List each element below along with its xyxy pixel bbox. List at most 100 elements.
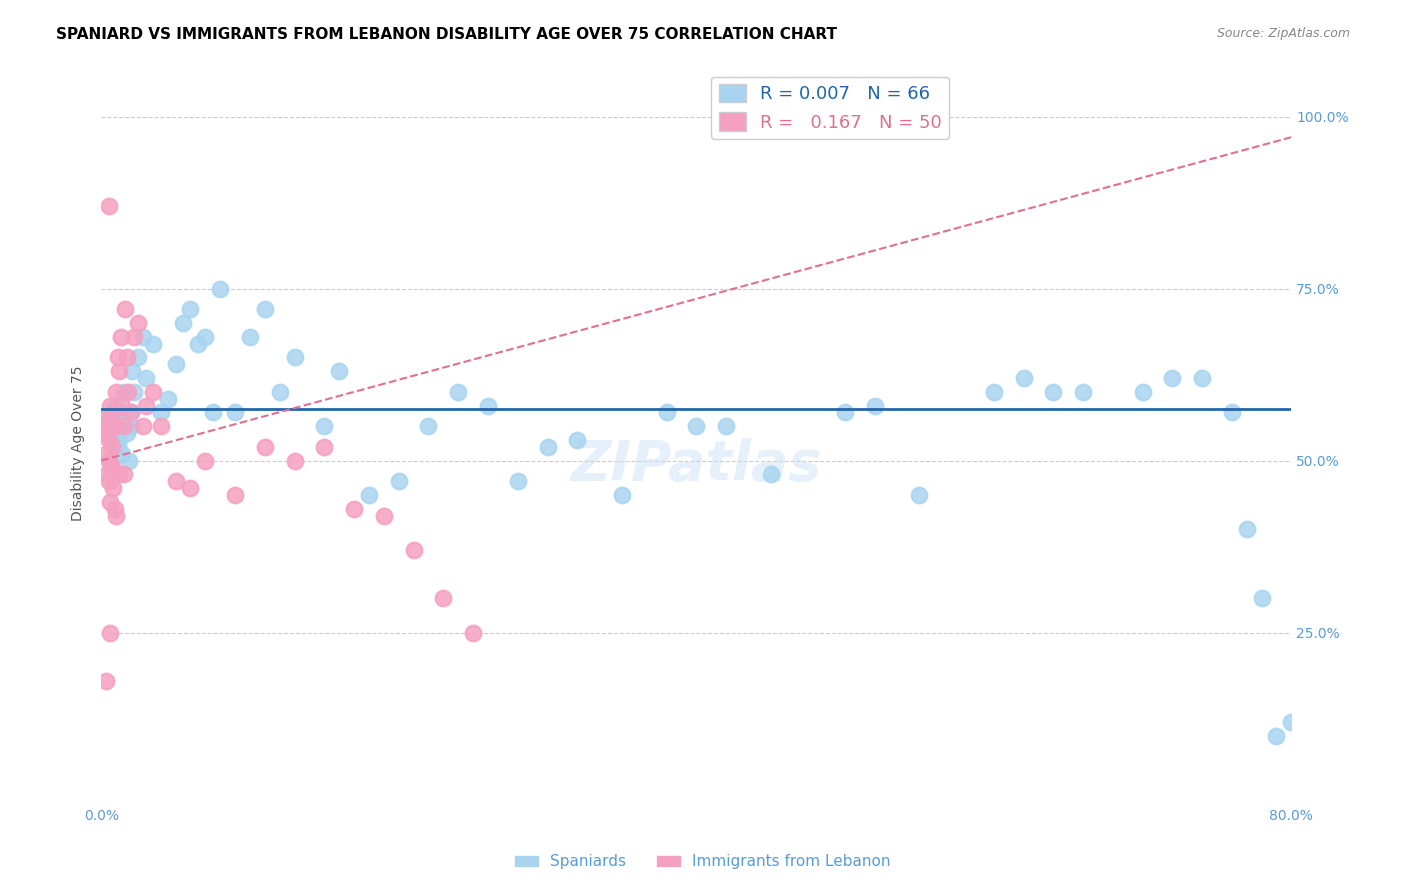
Point [112, 467, 135, 482]
Point [157, 392, 180, 406]
Point [111, 399, 134, 413]
Point [107, 440, 129, 454]
Point [165, 474, 187, 488]
Point [1236, 522, 1258, 536]
Point [187, 336, 209, 351]
Point [328, 364, 350, 378]
Point [108, 467, 131, 482]
Point [224, 488, 246, 502]
Legend: Spaniards, Immigrants from Lebanon: Spaniards, Immigrants from Lebanon [509, 848, 897, 875]
Point [284, 351, 307, 365]
Point [100, 440, 122, 454]
Point [1132, 384, 1154, 399]
Point [110, 330, 132, 344]
Point [105, 508, 128, 523]
Point [477, 399, 499, 413]
Point [127, 351, 149, 365]
Text: Source: ZipAtlas.com: Source: ZipAtlas.com [1216, 27, 1350, 40]
Point [149, 419, 172, 434]
Point [97, 453, 120, 467]
Point [314, 440, 336, 454]
Point [908, 488, 931, 502]
Point [685, 419, 707, 434]
Point [111, 447, 134, 461]
Point [97, 199, 120, 213]
Point [1265, 729, 1288, 743]
Point [432, 591, 454, 606]
Point [463, 625, 485, 640]
Point [759, 467, 782, 482]
Point [94, 425, 117, 440]
Point [142, 336, 165, 351]
Point [100, 460, 122, 475]
Point [104, 501, 127, 516]
Point [122, 384, 145, 399]
Point [373, 508, 395, 523]
Point [172, 316, 194, 330]
Point [834, 405, 856, 419]
Point [96, 467, 118, 482]
Text: ZIPatlas: ZIPatlas [571, 438, 823, 492]
Point [194, 330, 217, 344]
Point [983, 384, 1005, 399]
Point [402, 543, 425, 558]
Point [655, 405, 678, 419]
Point [194, 453, 217, 467]
Point [1250, 591, 1272, 606]
Point [108, 364, 131, 378]
Point [127, 316, 149, 330]
Point [94, 447, 117, 461]
Point [1042, 384, 1064, 399]
Point [418, 419, 440, 434]
Point [1279, 714, 1302, 729]
Point [98, 495, 121, 509]
Point [122, 330, 145, 344]
Point [506, 474, 529, 488]
Point [209, 282, 232, 296]
Point [610, 488, 633, 502]
Point [94, 673, 117, 688]
Point [115, 425, 138, 440]
Point [97, 433, 120, 447]
Point [114, 302, 136, 317]
Point [1012, 371, 1035, 385]
Point [224, 405, 246, 419]
Point [98, 399, 121, 413]
Point [98, 625, 121, 640]
Point [104, 419, 127, 434]
Point [101, 405, 124, 419]
Point [97, 412, 120, 426]
Point [118, 453, 141, 467]
Point [447, 384, 470, 399]
Point [1071, 384, 1094, 399]
Point [388, 474, 411, 488]
Point [314, 419, 336, 434]
Point [121, 364, 143, 378]
Point [536, 440, 558, 454]
Point [93, 412, 115, 426]
Point [179, 481, 201, 495]
Point [132, 419, 155, 434]
Point [284, 453, 307, 467]
Point [105, 425, 128, 440]
Point [142, 384, 165, 399]
Point [1191, 371, 1213, 385]
Point [135, 371, 157, 385]
Point [253, 302, 276, 317]
Point [179, 302, 201, 317]
Point [239, 330, 262, 344]
Point [120, 405, 142, 419]
Point [101, 481, 124, 495]
Point [165, 357, 187, 371]
Point [97, 474, 120, 488]
Point [149, 405, 172, 419]
Point [112, 419, 135, 434]
Point [132, 330, 155, 344]
Point [863, 399, 886, 413]
Point [269, 384, 291, 399]
Point [1220, 405, 1243, 419]
Point [201, 405, 224, 419]
Point [117, 384, 139, 399]
Point [135, 399, 157, 413]
Point [120, 405, 142, 419]
